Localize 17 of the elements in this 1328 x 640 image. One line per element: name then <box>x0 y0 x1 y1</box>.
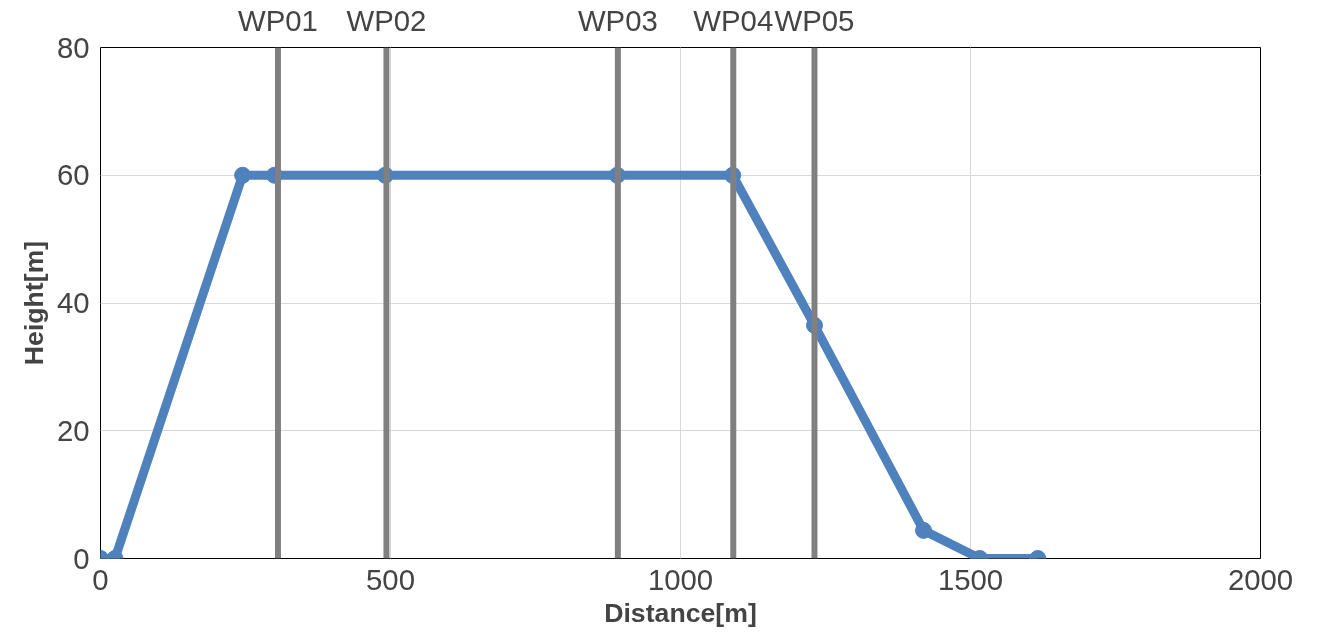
ref-line-label: WP05 <box>774 3 855 37</box>
x-tick-label: 1500 <box>937 562 1004 596</box>
ref-line-label: WP01 <box>238 3 318 37</box>
y-tick-label: 0 <box>73 541 90 575</box>
point <box>234 166 252 184</box>
y-axis-title: Height[m] <box>18 240 49 366</box>
ref-line-label: WP03 <box>577 3 658 37</box>
y-tick-label: 60 <box>56 158 90 192</box>
ref-line-label: WP02 <box>346 3 427 37</box>
y-tick-label: 40 <box>56 286 90 319</box>
y-tick-label: 80 <box>56 30 90 64</box>
y-tick-label: 20 <box>56 413 90 447</box>
x-tick-label: 2000 <box>1227 562 1294 596</box>
x-tick-label: 500 <box>366 562 415 596</box>
x-axis-title: Distance[m] <box>604 597 757 628</box>
x-tick-label: 1000 <box>647 562 714 596</box>
ref-line-label: WP04 <box>693 3 774 37</box>
